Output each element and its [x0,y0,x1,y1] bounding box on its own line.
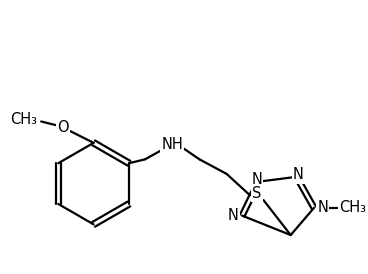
Text: CH₃: CH₃ [339,200,366,215]
Text: N: N [317,200,328,215]
Text: O: O [57,120,68,135]
Text: N: N [293,167,304,182]
Text: NH: NH [162,137,183,152]
Text: N: N [228,208,239,223]
Text: CH₃: CH₃ [10,112,37,127]
Text: N: N [251,172,262,187]
Text: S: S [252,186,261,201]
